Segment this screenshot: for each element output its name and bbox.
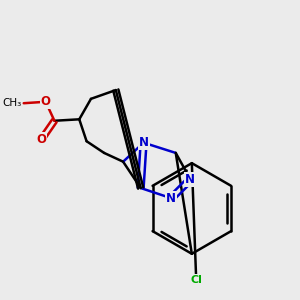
Text: N: N [167,192,176,205]
Text: N: N [185,173,195,186]
Text: O: O [40,95,51,108]
Text: Cl: Cl [190,275,202,285]
Text: N: N [139,136,148,149]
Text: CH₃: CH₃ [2,98,21,108]
Text: O: O [36,133,46,146]
